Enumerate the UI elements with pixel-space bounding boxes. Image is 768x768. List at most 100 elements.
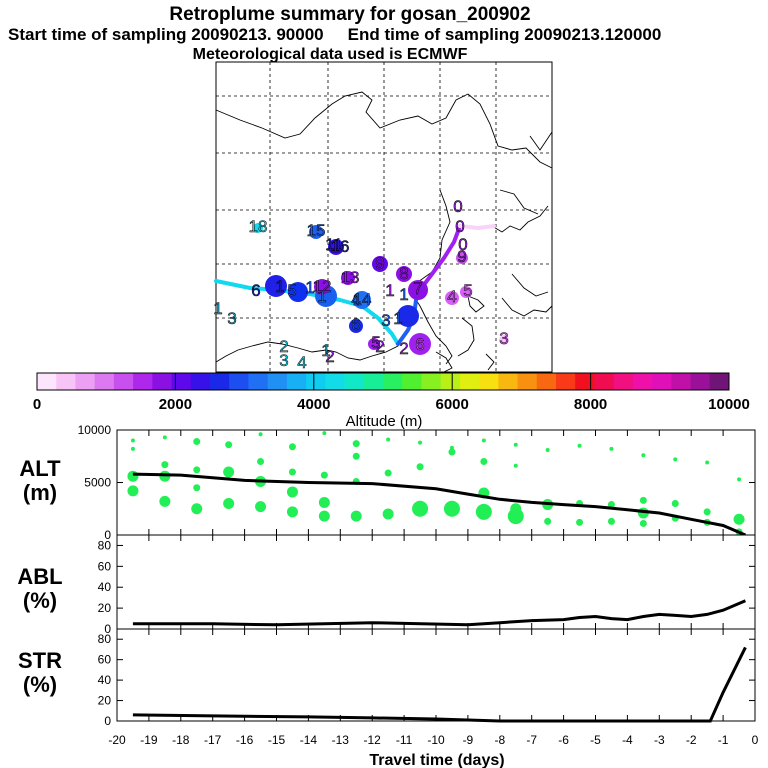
- colorbar-cell: [594, 373, 615, 390]
- alt-circle: [513, 442, 518, 447]
- colorbar-tick-label: 2000: [159, 396, 192, 413]
- track-circle: [456, 252, 468, 264]
- track-time-label: 3: [499, 329, 508, 348]
- alt-circle: [481, 438, 486, 443]
- track-circle: [341, 271, 355, 285]
- x-tick-label: -3: [654, 733, 665, 747]
- track-circle: [397, 305, 419, 327]
- str-ylabel: STR: [18, 648, 62, 673]
- x-tick-label: -11: [396, 733, 413, 747]
- alt-circle: [288, 443, 296, 451]
- alt-circle: [639, 496, 647, 504]
- alt-circle: [162, 435, 167, 440]
- track-time-label: 15: [307, 221, 326, 240]
- colorbar-cell: [171, 373, 192, 390]
- alt-circle: [507, 508, 524, 525]
- track-time-label: 1: [275, 277, 284, 296]
- end-time-label: End time of sampling 20090213.120000: [347, 25, 662, 44]
- y-tick-label: 60: [98, 653, 112, 667]
- colorbar-tick-label: 4000: [297, 396, 330, 413]
- str-yticks: 0 20 40 60 80: [98, 632, 755, 728]
- colorbar-cell: [383, 373, 403, 390]
- alt-circle: [352, 452, 360, 460]
- alt-circle: [733, 513, 745, 525]
- track-time-label: 1: [399, 285, 408, 304]
- coastline: [499, 189, 539, 215]
- alt-circle: [350, 510, 362, 522]
- track-time-label: 1: [317, 287, 326, 306]
- alt-circle: [705, 460, 710, 465]
- alt-circle: [418, 440, 423, 445]
- y-tick-label: 0: [104, 714, 111, 728]
- alt-circle: [641, 453, 646, 458]
- y-tick-label: 80: [98, 632, 112, 646]
- track-time-label: 9: [457, 247, 466, 266]
- x-tick-label: -18: [172, 733, 190, 747]
- str-line: [132, 646, 747, 723]
- y-tick-label: 60: [98, 559, 112, 573]
- colorbar-cell: [459, 373, 480, 390]
- colorbar-cell: [286, 373, 307, 390]
- altitude-colorbar: 0 2000 4000 6000 8000 10000 Altitude (m): [33, 372, 750, 430]
- colorbar-cell: [344, 373, 365, 390]
- x-tick-label: -19: [140, 733, 158, 747]
- colorbar-cell: [306, 373, 326, 390]
- alt-circle: [193, 438, 201, 446]
- abl-ylabel-unit: (%): [23, 588, 57, 613]
- track-time-label: 1: [393, 309, 402, 328]
- alt-circle: [257, 458, 265, 465]
- travel-time-xticks: -20 -19 -18 -17 -16 -15 -14 -13 -12 -11 -10 -9 -8 -7-…: [108, 430, 759, 747]
- colorbar-cell: [190, 373, 211, 390]
- x-tick-label: -2: [686, 733, 697, 747]
- colorbar-cell: [229, 373, 249, 390]
- alt-circle: [703, 508, 711, 516]
- x-tick-label: 0: [752, 733, 759, 747]
- colorbar-cell: [152, 373, 172, 390]
- x-tick-label: -16: [236, 733, 254, 747]
- y-tick-label: 40: [98, 673, 112, 687]
- colorbar-cell: [56, 373, 76, 390]
- track-circle: [372, 256, 388, 272]
- y-tick-label: 0: [104, 528, 111, 542]
- alt-circle: [223, 498, 235, 509]
- track-time-label: 18: [249, 217, 268, 236]
- y-tick-label: 40: [98, 580, 112, 594]
- alt-circle: [545, 447, 550, 452]
- alt-circle: [384, 469, 392, 477]
- track-time-label: 9: [375, 254, 384, 273]
- track-time-label: 0: [453, 197, 462, 216]
- alt-circle: [609, 446, 614, 451]
- alt-circle: [318, 510, 330, 522]
- colorbar-cell: [517, 373, 538, 390]
- colorbar-tick-label: 10000: [708, 396, 750, 413]
- travel-time-xlabel: Travel time (days): [369, 752, 504, 768]
- abl-yticks: 0 20 40 60 80: [98, 538, 755, 636]
- alt-circle: [443, 500, 460, 517]
- colorbar-xlabel: Altitude (m): [346, 413, 423, 430]
- y-tick-label: 5000: [84, 476, 111, 490]
- track-circle: [328, 239, 344, 255]
- alt-circle: [191, 503, 203, 515]
- abl-plot-frame: [116, 534, 756, 630]
- colorbar-cell: [690, 373, 711, 390]
- colorbar-tick-label: 8000: [574, 396, 607, 413]
- colorbar-cell: [402, 373, 422, 390]
- alt-circle: [127, 470, 139, 482]
- alt-circle: [127, 485, 139, 497]
- track-time-label: 1: [385, 281, 394, 300]
- alt-circle: [673, 457, 678, 462]
- coastline: [215, 91, 553, 169]
- x-tick-label: -14: [300, 733, 318, 747]
- coastline: [457, 317, 475, 357]
- colorbar-cell: [575, 373, 595, 390]
- alt-circle: [386, 437, 391, 442]
- abl-line: [132, 599, 746, 627]
- x-tick-label: -9: [463, 733, 474, 747]
- alt-circle: [544, 517, 552, 525]
- coastline: [529, 131, 553, 151]
- track-time-label: 2: [279, 337, 288, 356]
- track-time-label: 1: [305, 278, 314, 297]
- colorbar-cell: [75, 373, 96, 390]
- track-time-label: 6: [251, 281, 260, 300]
